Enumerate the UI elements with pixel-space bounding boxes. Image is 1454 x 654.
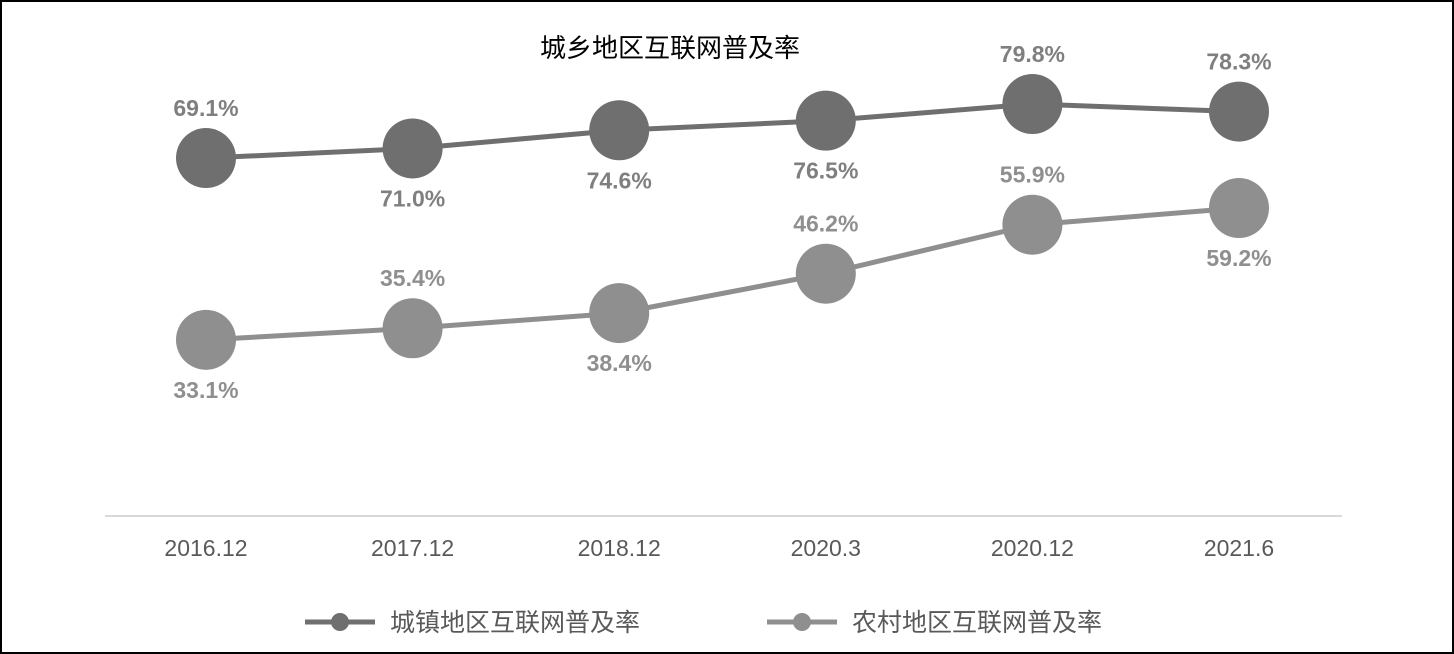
data-label: 69.1% [173, 95, 238, 121]
data-label: 59.2% [1206, 245, 1271, 271]
data-point [795, 243, 856, 304]
legend: 城镇地区互联网普及率 农村地区互联网普及率 [305, 608, 1102, 637]
legend-marker [331, 613, 349, 631]
legend-marker [793, 613, 811, 631]
data-point [1209, 178, 1269, 239]
data-point [176, 128, 236, 189]
data-point [1002, 194, 1063, 255]
x-tick-label: 2016.12 [164, 535, 247, 561]
x-tick-label: 2020.12 [991, 535, 1074, 561]
data-point [382, 298, 443, 359]
data-label: 78.3% [1206, 49, 1271, 75]
data-label: 35.4% [380, 265, 445, 291]
legend-item: 城镇地区互联网普及率 [305, 608, 640, 637]
series-layer [176, 74, 1269, 370]
data-point [1002, 74, 1063, 135]
x-tick-label: 2018.12 [578, 535, 661, 561]
x-tick-label: 2017.12 [371, 535, 454, 561]
x-axis-ticks: 2016.12 2017.12 2018.12 2020.3 2020.12 2021.6 [164, 535, 1274, 561]
data-point [589, 100, 650, 161]
x-tick-label: 2020.3 [791, 535, 861, 561]
legend-item: 农村地区互联网普及率 [767, 608, 1102, 637]
data-label: 46.2% [793, 211, 858, 237]
data-point [589, 283, 650, 344]
x-tick-label: 2021.6 [1204, 535, 1274, 561]
data-label: 79.8% [1000, 41, 1065, 67]
data-label: 74.6% [587, 167, 652, 193]
chart-title: 城乡地区互联网普及率 [540, 34, 800, 64]
data-label: 38.4% [587, 350, 652, 376]
data-label: 71.0% [380, 185, 445, 211]
data-point [382, 118, 443, 179]
data-point [176, 309, 236, 370]
series-line-2 [205, 205, 1240, 343]
legend-label: 城镇地区互联网普及率 [390, 608, 640, 637]
data-labels: 69.1% 71.0% 74.6% 76.5% 79.8% 78.3% 33.1% 35.4%… [173, 41, 1271, 403]
data-label: 33.1% [173, 377, 238, 403]
series-line-1 [205, 101, 1240, 161]
data-point [795, 90, 856, 151]
data-label: 55.9% [1000, 162, 1065, 188]
data-label: 76.5% [793, 158, 858, 184]
data-point [1209, 81, 1269, 142]
legend-label: 农村地区互联网普及率 [852, 608, 1102, 637]
